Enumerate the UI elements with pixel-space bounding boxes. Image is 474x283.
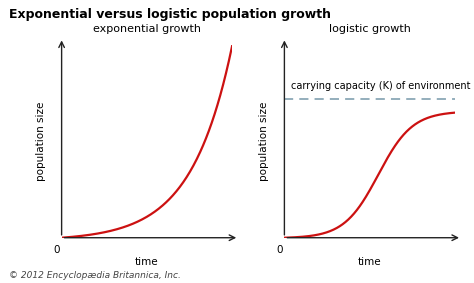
Text: Exponential versus logistic population growth: Exponential versus logistic population g… [9, 8, 331, 22]
Text: population size: population size [36, 102, 46, 181]
Text: population size: population size [259, 102, 269, 181]
Text: © 2012 Encyclopædia Britannica, Inc.: © 2012 Encyclopædia Britannica, Inc. [9, 271, 182, 280]
Text: 0: 0 [276, 245, 283, 256]
Text: time: time [358, 257, 382, 267]
Text: carrying capacity (K) of environment: carrying capacity (K) of environment [291, 82, 471, 91]
Text: time: time [135, 257, 159, 267]
Text: logistic growth: logistic growth [329, 24, 410, 34]
Text: 0: 0 [53, 245, 60, 256]
Text: exponential growth: exponential growth [93, 24, 201, 34]
